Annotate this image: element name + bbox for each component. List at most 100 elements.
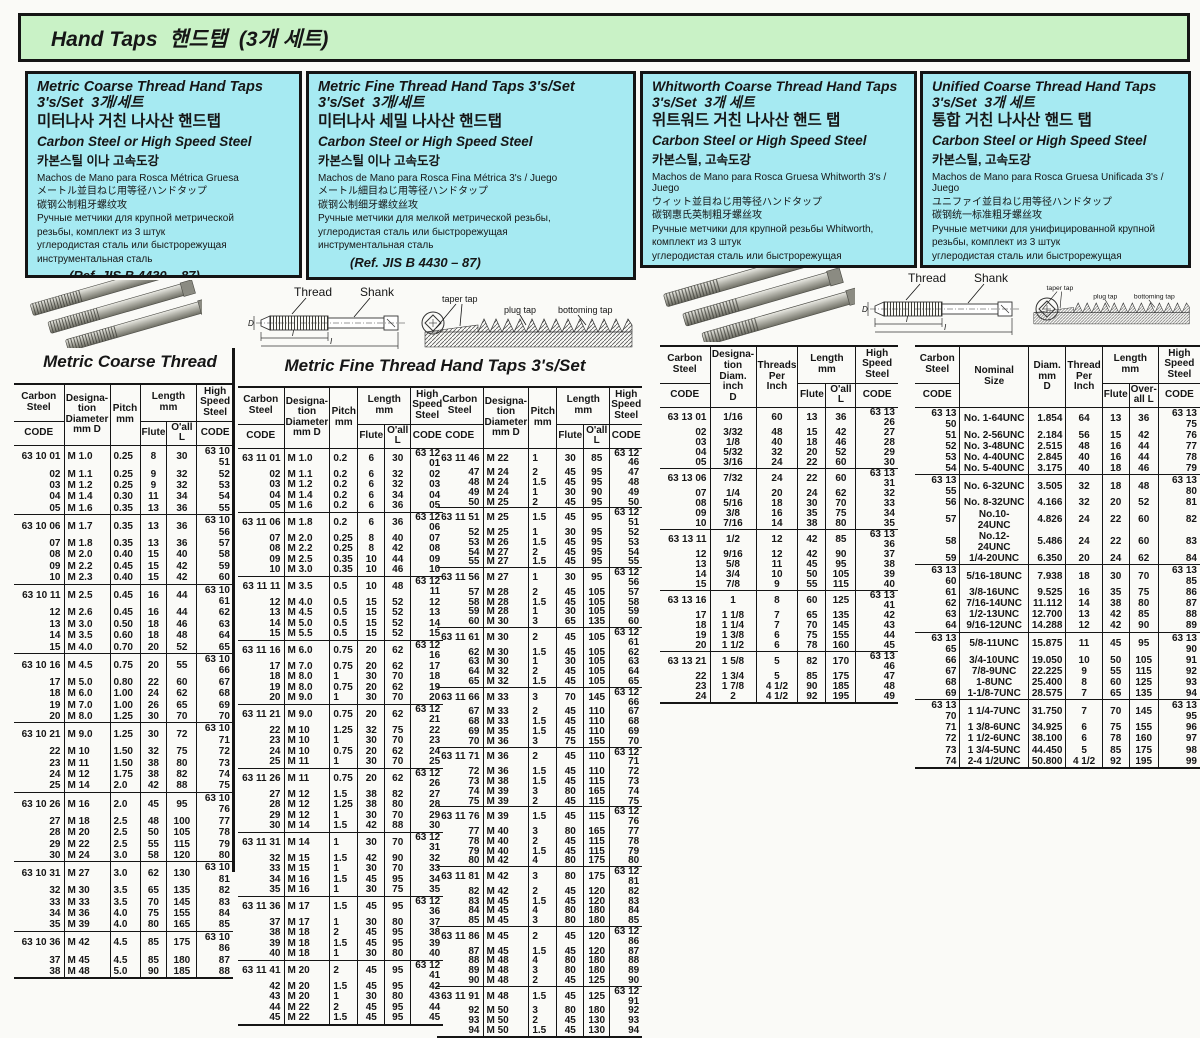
info-title-line2: 3's/Set 3개/세트 xyxy=(318,95,425,112)
table-row: 63 11 11 M 3.5 0.5 10 48 63 12 11 xyxy=(238,575,444,598)
info-line: углеродистая сталь или быстрорежущая xyxy=(318,226,508,238)
info-box-unified: Unified Coarse Thread Hand Taps 3's/Set … xyxy=(920,71,1191,268)
table-row: 08 5/16 18 30 70 33 xyxy=(660,498,898,509)
column-header: CODE xyxy=(246,429,276,441)
table-row: 94 M 50 1.5 45 130 94 xyxy=(437,1025,643,1037)
table-row: 22 M 10 1.50 32 75 72 xyxy=(14,746,233,758)
table-row: 52 No. 3-48UNC 2.515 48 16 44 77 xyxy=(915,440,1200,453)
column-header: O'all L xyxy=(166,421,197,446)
info-steel-en: Carbon Steel or High Speed Steel xyxy=(37,133,252,149)
table-row: 58 M 28 1.5 45 105 58 xyxy=(437,597,643,608)
table-row: 34 M 16 1.5 45 95 34 xyxy=(238,874,444,886)
table-row: 63 11 66 M 33 3 70 145 63 12 66 xyxy=(437,686,643,708)
table-row: 15 7/8 9 55 115 40 xyxy=(660,579,898,591)
table-row: 39 M 18 1.5 45 95 39 xyxy=(238,938,444,950)
table-row: 19 M 8.0 0.75 20 62 19 xyxy=(238,682,444,694)
shank-label: Shank xyxy=(360,286,395,299)
table-row: 14 3/4 10 50 105 39 xyxy=(660,569,898,580)
info-steel-kr: 카본스틸 이나 고속도강 xyxy=(37,153,159,168)
column-header: Carbon Steel xyxy=(915,346,960,384)
metric-fine-section-title: Metric Fine Thread Hand Taps 3's/Set xyxy=(284,356,586,375)
bottoming-tap-label: bottoming tap xyxy=(1134,293,1175,300)
taper-tap-label: taper tap xyxy=(442,294,478,304)
table-row: 82 M 42 2 45 120 82 xyxy=(437,886,643,897)
tap-types-diagram-left: taper tap plug tap bottoming tap xyxy=(420,293,638,348)
tap-dimension-drawing-right: Thread Shank D l I xyxy=(862,268,1069,340)
table-row: 70 M 36 3 75 155 70 xyxy=(437,736,643,748)
table-row: 63 11 41 M 20 2 45 95 63 12 41 xyxy=(238,959,444,982)
table-row: 20 M 8.0 1.25 30 70 70 xyxy=(14,711,233,723)
table-row: 07 M 2.0 0.25 8 40 07 xyxy=(238,533,444,545)
table-row: 63 1/2-13UNC 12.700 13 42 85 88 xyxy=(915,609,1200,621)
table-row: 25 M 14 2.0 42 88 75 xyxy=(14,780,233,793)
table-row: 63 11 91 M 48 1.5 45 125 63 12 91 xyxy=(437,985,643,1007)
table-row: 54 No. 5-40UNC 3.175 40 18 46 79 xyxy=(915,463,1200,475)
table-row: 07 M 1.8 0.35 13 36 57 xyxy=(14,537,233,550)
table-row: 44 M 22 2 45 95 44 xyxy=(238,1002,444,1014)
info-line: углеродистая сталь или быстрорежущая xyxy=(37,240,227,252)
table-row: 03 M 1.2 0.2 6 32 03 xyxy=(238,480,444,491)
table-row: 03 1/8 40 18 46 28 xyxy=(660,437,898,448)
thread-length-dim-label: l xyxy=(292,329,294,338)
table-row: 63 11 31 M 14 1 30 70 63 12 31 xyxy=(238,831,444,854)
column-header: Flute xyxy=(357,424,385,449)
table-row: 63 11 71 M 36 2 45 110 63 12 71 xyxy=(437,746,643,768)
info-line: углеродистая сталь или быстрорежущая xyxy=(652,250,842,262)
table-row: 23 M 11 1.50 38 80 73 xyxy=(14,757,233,770)
hand-taps-photo-left xyxy=(22,280,202,348)
info-title-line2: 3's/Set 3개/세트 xyxy=(37,95,144,112)
shank-label: Shank xyxy=(974,271,1009,285)
table-row: 37 M 45 4.5 85 180 87 xyxy=(14,954,233,966)
table-row: 12 M 2.6 0.45 16 44 62 xyxy=(14,607,233,619)
bottoming-tap-label: bottoming tap xyxy=(558,305,613,315)
table-row: 68 M 33 1.5 45 110 68 xyxy=(437,717,643,727)
column-header: CODE xyxy=(24,426,54,438)
info-box-metric-fine: Metric Fine Thread Hand Taps 3's/Set 3's… xyxy=(306,71,636,280)
table-row: 03 M 1.2 0.25 9 32 53 xyxy=(14,479,233,492)
table-row: 07 1/4 20 24 62 32 xyxy=(660,488,898,499)
table-row: 19 1 3/8 6 75 155 44 xyxy=(660,630,898,641)
table-row: 90 M 48 2 45 125 90 xyxy=(437,975,643,987)
table-row: 05 3/16 24 22 60 30 xyxy=(660,457,898,469)
column-header: Carbon Steel xyxy=(437,387,483,425)
table-row: 63 11 01 M 1.0 0.2 6 30 63 12 01 xyxy=(238,447,444,470)
table-row: 63 10 11 M 2.5 0.45 16 44 63 10 61 xyxy=(14,583,233,608)
column-header: Length mm xyxy=(1101,346,1159,384)
table-row: 63 13 70 1 1/4-7UNC 31.750 7 70 145 63 13 95 xyxy=(915,699,1200,723)
table-row: 14 M 5.0 0.5 15 52 14 xyxy=(238,618,444,630)
table-row: 68 1-8UNC 25.400 8 60 125 93 xyxy=(915,676,1200,689)
column-header: Length mm xyxy=(797,346,856,384)
info-line: Ручные метчики для мелкой метрической ре… xyxy=(318,213,551,225)
table-row: 84 M 45 4 80 180 84 xyxy=(437,906,643,917)
column-header: CODE xyxy=(445,429,475,441)
table-row: 63 11 21 M 9.0 0.75 20 62 63 12 21 xyxy=(238,703,444,726)
table-row: 50 M 25 2 45 95 50 xyxy=(437,497,643,508)
table-row: 02 M 1.1 0.25 9 32 52 xyxy=(14,468,233,480)
info-title-line2: 3's/Set 3개 세트 xyxy=(932,93,1035,110)
info-line: Ручные метчики для крупной метрической xyxy=(37,213,234,225)
info-line: 碳钢公制粗牙螺纹攻 xyxy=(37,199,127,211)
table-row: 34 M 36 4.0 75 155 84 xyxy=(14,907,233,920)
table-row: 51 No. 2-56UNC 2.184 56 15 42 76 xyxy=(915,429,1200,441)
info-line: メートル細目ねじ用等径ハンドタップ xyxy=(318,186,488,198)
column-header: CODE xyxy=(1157,383,1200,408)
table-row: 23 1 7/8 4 1/2 90 185 48 xyxy=(660,681,898,692)
table-row: 59 1/4-20UNC 6.350 20 24 62 84 xyxy=(915,552,1200,565)
table-row: 22 1 3/4 5 85 175 47 xyxy=(660,671,898,682)
column-header: CODE xyxy=(196,421,233,446)
table-row: 10 M 3.0 0.35 10 46 10 xyxy=(238,565,444,577)
taper-tap-label: taper tap xyxy=(1047,285,1074,292)
overall-length-dim-label: I xyxy=(330,337,333,346)
table-row: 63 13 01 1/16 60 13 36 63 13 26 xyxy=(660,406,898,428)
info-line: Machos de Mano para Rosca Gruesa Whitwor… xyxy=(652,171,890,195)
column-header: High Speed Steel xyxy=(196,384,233,422)
table-row: 61 3/8-16UNC 9.525 16 35 75 86 xyxy=(915,587,1200,599)
table-row: 64 M 32 2 45 105 64 xyxy=(437,667,643,678)
section-divider xyxy=(232,348,235,872)
table-row: 24 M 10 0.75 20 62 24 xyxy=(238,746,444,758)
table-row: 63 11 26 M 11 0.75 20 62 63 12 26 xyxy=(238,767,444,790)
plug-tap-label: plug tap xyxy=(1093,293,1117,300)
table-row: 57 M 28 2 45 105 57 xyxy=(437,587,643,598)
table-row: 29 M 22 2.5 55 115 79 xyxy=(14,838,233,850)
